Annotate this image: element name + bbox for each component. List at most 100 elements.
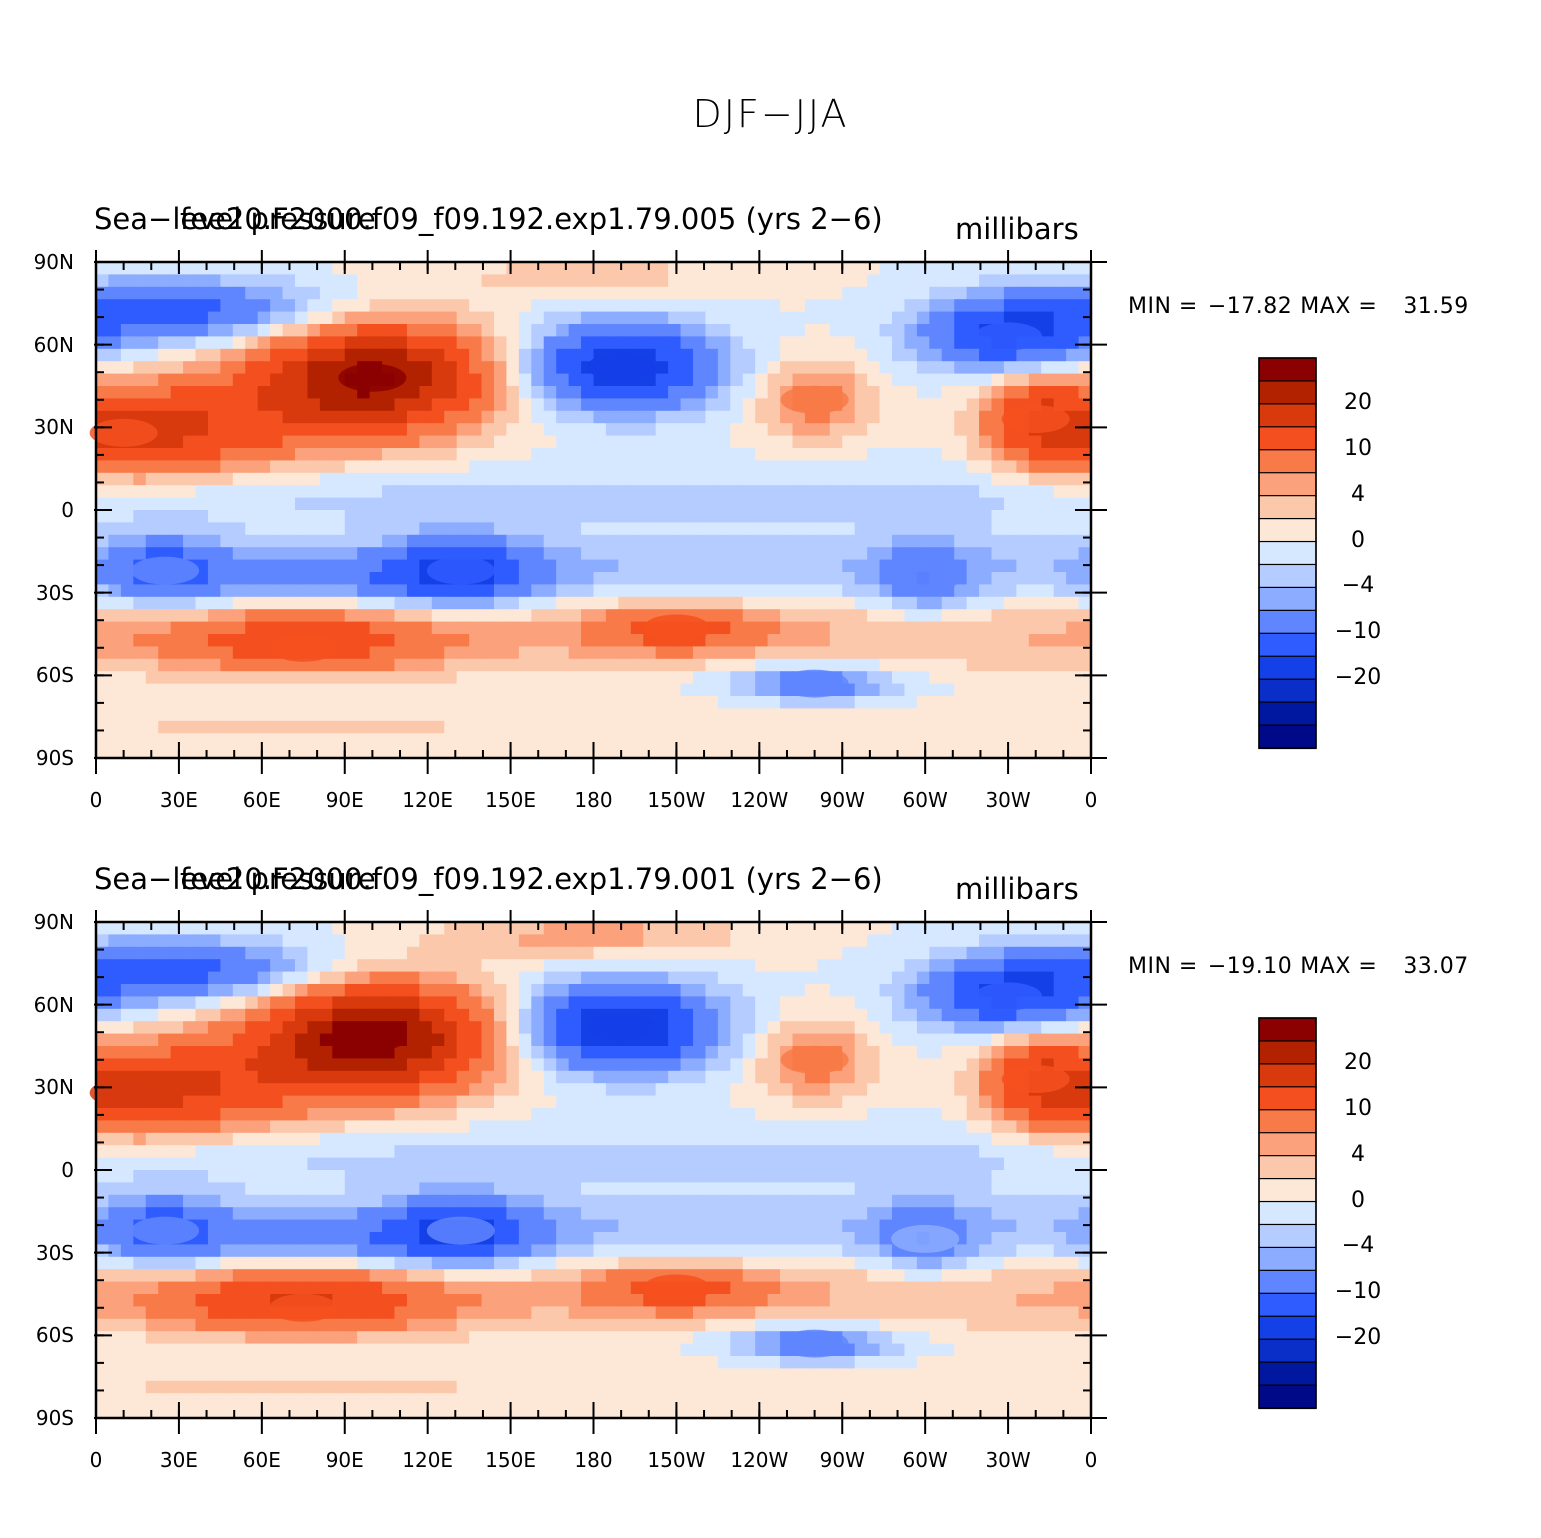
field-cell <box>916 971 930 985</box>
field-cell <box>245 572 259 585</box>
field-cell <box>295 398 309 412</box>
field-cell <box>332 348 346 362</box>
field-cell <box>904 1120 918 1134</box>
field-cell <box>357 448 371 461</box>
field-cell <box>767 485 781 499</box>
field-cell <box>469 547 483 561</box>
field-cell <box>556 299 570 313</box>
field-cell <box>282 547 296 561</box>
field-cell <box>319 984 333 997</box>
field-cell <box>717 448 731 461</box>
field-cell <box>406 984 420 997</box>
field-cell <box>817 510 831 523</box>
field-cell <box>332 510 346 523</box>
field-cell <box>170 671 184 685</box>
field-cell <box>817 1120 831 1134</box>
field-cell <box>792 1157 806 1171</box>
field-cell <box>581 946 595 960</box>
field-cell <box>481 448 495 461</box>
field-cell <box>817 1157 831 1171</box>
field-cell <box>556 959 570 973</box>
field-cell <box>543 984 557 997</box>
field-cell <box>369 1182 383 1196</box>
feature-core <box>89 418 158 447</box>
field-cell <box>854 733 868 747</box>
field-cell <box>568 671 582 685</box>
field-cell <box>916 299 930 313</box>
field-cell <box>854 1021 868 1035</box>
field-cell <box>257 934 271 948</box>
field-cell <box>1003 348 1017 362</box>
field-cell <box>158 596 172 610</box>
field-cell <box>1003 472 1017 486</box>
field-cell <box>680 683 694 697</box>
field-cell <box>1078 1033 1092 1047</box>
field-cell <box>854 373 868 387</box>
field-cell <box>568 1120 582 1134</box>
field-cell <box>332 1157 346 1171</box>
field-cell <box>245 733 259 747</box>
field-cell <box>543 286 557 300</box>
field-cell <box>170 547 184 561</box>
field-cell <box>158 959 172 973</box>
field-cell <box>804 708 818 722</box>
field-cell <box>469 510 483 523</box>
field-cell <box>1016 522 1030 536</box>
field-cell <box>145 497 159 511</box>
field-cell <box>842 1132 856 1146</box>
field-cell <box>867 522 881 536</box>
field-cell <box>394 733 408 747</box>
field-cell <box>556 286 570 300</box>
field-cell <box>332 572 346 585</box>
field-cell <box>456 286 470 300</box>
field-cell <box>108 274 122 288</box>
field-cell <box>518 609 532 623</box>
field-cell <box>941 696 955 709</box>
field-cell <box>307 1058 321 1072</box>
field-cell <box>183 386 197 399</box>
field-cell <box>145 708 159 722</box>
field-cell <box>1078 398 1092 412</box>
field-cell <box>655 720 669 734</box>
field-cell <box>730 435 744 449</box>
field-cell <box>494 336 508 350</box>
field-cell <box>792 274 806 288</box>
field-cell <box>1003 596 1017 610</box>
field-cell <box>357 934 371 948</box>
field-cell <box>693 485 707 499</box>
field-cell <box>270 609 284 623</box>
field-cell <box>195 708 209 722</box>
field-cell <box>394 1108 408 1121</box>
field-cell <box>406 1157 420 1171</box>
field-cell <box>755 1021 769 1035</box>
field-cell <box>693 1132 707 1146</box>
field-cell <box>456 1070 470 1084</box>
field-cell <box>605 286 619 300</box>
field-cell <box>419 299 433 313</box>
field-cell <box>767 460 781 474</box>
field-cell <box>257 1145 271 1159</box>
field-cell <box>1066 1008 1080 1022</box>
field-cell <box>158 485 172 499</box>
field-cell <box>717 658 731 672</box>
field-cell <box>257 522 271 536</box>
field-cell <box>680 1083 694 1097</box>
field-cell <box>680 1070 694 1084</box>
field-cell <box>630 683 644 697</box>
field-cell <box>282 398 296 412</box>
field-cell <box>991 646 1005 660</box>
field-cell <box>668 1170 682 1183</box>
field-cell <box>991 1083 1005 1097</box>
field-cell <box>780 410 794 424</box>
field-cell <box>581 398 595 412</box>
field-cell <box>854 646 868 660</box>
field-cell <box>693 996 707 1010</box>
field-cell <box>220 1021 234 1035</box>
field-cell <box>382 262 396 275</box>
field-cell <box>357 1083 371 1097</box>
field-cell <box>456 1157 470 1171</box>
field-cell <box>730 934 744 948</box>
field-cell <box>693 336 707 350</box>
field-cell <box>643 696 657 709</box>
field-cell <box>108 398 122 412</box>
